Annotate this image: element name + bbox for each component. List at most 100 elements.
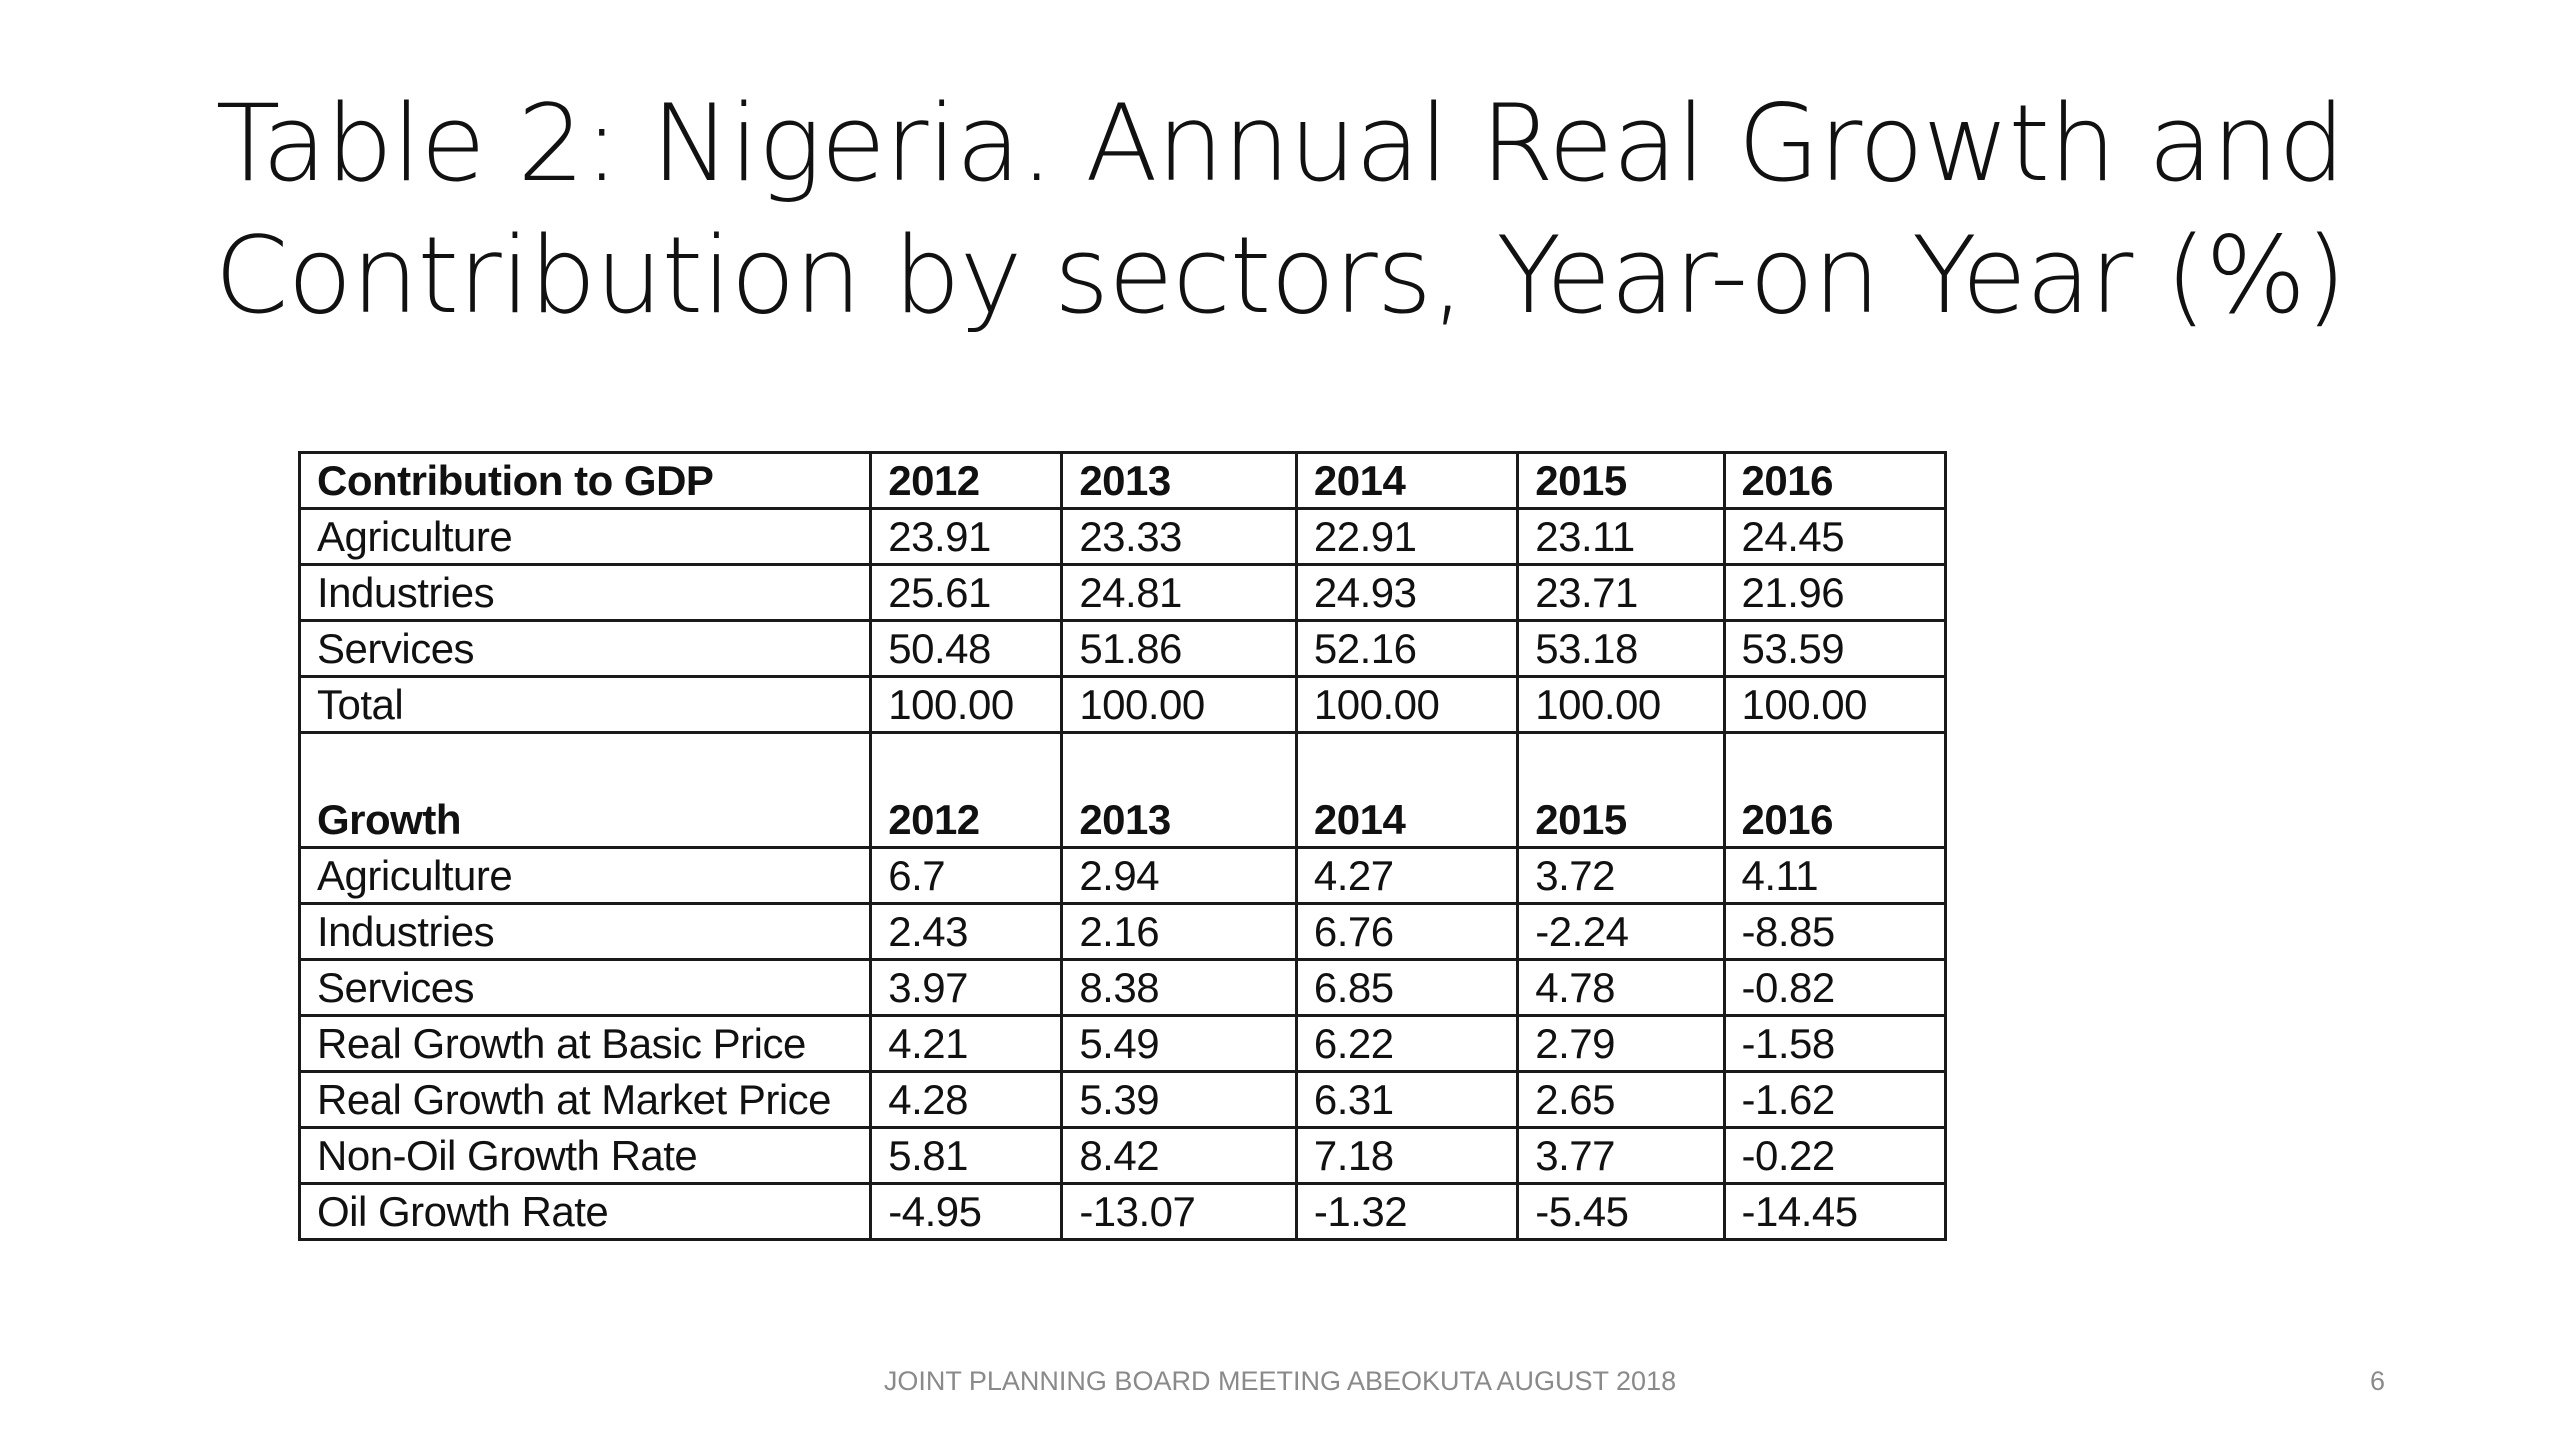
table-cell: 3.97 xyxy=(869,958,1064,1017)
sector-data-table: Contribution to GDP 2012 2013 2014 2015 … xyxy=(297,451,1948,1241)
table-cell: 23.71 xyxy=(1516,563,1726,622)
table-cell: -13.07 xyxy=(1060,1182,1298,1241)
table-cell: 23.11 xyxy=(1516,507,1726,566)
table-row: Real Growth at Basic Price 4.21 5.49 6.2… xyxy=(297,1014,1948,1073)
table-row: Industries 2.43 2.16 6.76 -2.24 -8.85 xyxy=(297,902,1948,961)
table-cell: 25.61 xyxy=(869,563,1064,622)
table-cell: 2.16 xyxy=(1060,902,1298,961)
table-cell: 6.22 xyxy=(1294,1014,1520,1073)
slide-footer: JOINT PLANNING BOARD MEETING ABEOKUTA AU… xyxy=(883,1366,1677,1396)
table-cell: -1.58 xyxy=(1722,1014,1948,1073)
table-cell: -1.62 xyxy=(1722,1070,1948,1129)
table-cell: 8.38 xyxy=(1060,958,1298,1017)
row-label: Industries xyxy=(297,902,873,961)
table-cell: 100.00 xyxy=(1516,675,1726,734)
table-cell: 52.16 xyxy=(1294,619,1520,678)
table-cell: -8.85 xyxy=(1722,902,1948,961)
table-row: Services 3.97 8.38 6.85 4.78 -0.82 xyxy=(297,958,1948,1017)
header-cell: 2016 xyxy=(1722,731,1948,849)
table-cell: 5.49 xyxy=(1060,1014,1298,1073)
table-cell: 24.93 xyxy=(1294,563,1520,622)
table-cell: 100.00 xyxy=(1294,675,1520,734)
table-cell: 53.59 xyxy=(1722,619,1948,678)
header-cell: 2014 xyxy=(1294,451,1520,510)
row-label: Oil Growth Rate xyxy=(297,1182,873,1241)
row-label: Agriculture xyxy=(297,507,873,566)
row-label: Services xyxy=(297,958,873,1017)
table-cell: 2.43 xyxy=(869,902,1064,961)
table-row: Non-Oil Growth Rate 5.81 8.42 7.18 3.77 … xyxy=(297,1126,1948,1185)
table-cell: 6.7 xyxy=(869,846,1064,905)
row-label: Agriculture xyxy=(297,846,873,905)
table-cell: 100.00 xyxy=(1722,675,1948,734)
table-cell: -0.22 xyxy=(1722,1126,1948,1185)
header-cell: 2013 xyxy=(1060,731,1298,849)
page-number: 6 xyxy=(2369,1366,2385,1396)
growth-section: Growth 2012 2013 2014 2015 2016 Agricult… xyxy=(297,731,1948,1241)
table-row: Real Growth at Market Price 4.28 5.39 6.… xyxy=(297,1070,1948,1129)
table-cell: 50.48 xyxy=(869,619,1064,678)
slide-title-line-1: Table 2: Nigeria. Annual Real Growth and xyxy=(215,82,2346,205)
table-cell: 24.45 xyxy=(1722,507,1948,566)
row-label: Real Growth at Market Price xyxy=(297,1070,873,1129)
table-cell: 2.65 xyxy=(1516,1070,1726,1129)
table-cell: 22.91 xyxy=(1294,507,1520,566)
table-cell: 3.77 xyxy=(1516,1126,1726,1185)
header-cell: Growth xyxy=(297,731,873,849)
slide-title: Table 2: Nigeria. Annual Real Growth and… xyxy=(0,78,2560,342)
row-label: Industries xyxy=(297,563,873,622)
table-row: Industries 25.61 24.81 24.93 23.71 21.96 xyxy=(297,563,1948,622)
slide-title-line-2: Contribution by sectors, Year-on Year (%… xyxy=(214,214,2346,337)
header-cell: 2012 xyxy=(869,451,1064,510)
table-cell: 4.11 xyxy=(1722,846,1948,905)
table-cell: 6.85 xyxy=(1294,958,1520,1017)
header-cell: 2015 xyxy=(1516,451,1726,510)
table-cell: 23.91 xyxy=(869,507,1064,566)
header-cell: 2012 xyxy=(869,731,1064,849)
table-cell: 5.81 xyxy=(869,1126,1064,1185)
table-cell: -2.24 xyxy=(1516,902,1726,961)
table-cell: -1.32 xyxy=(1294,1182,1520,1241)
table-cell: 2.94 xyxy=(1060,846,1298,905)
table-cell: 23.33 xyxy=(1060,507,1298,566)
header-cell: 2016 xyxy=(1722,451,1948,510)
table-cell: 4.21 xyxy=(869,1014,1064,1073)
contribution-header-row: Contribution to GDP 2012 2013 2014 2015 … xyxy=(297,451,1948,510)
table-row: Services 50.48 51.86 52.16 53.18 53.59 xyxy=(297,619,1948,678)
header-cell: 2015 xyxy=(1516,731,1726,849)
table-cell: 6.76 xyxy=(1294,902,1520,961)
table-row: Total 100.00 100.00 100.00 100.00 100.00 xyxy=(297,675,1948,734)
table-cell: 8.42 xyxy=(1060,1126,1298,1185)
table-cell: 100.00 xyxy=(1060,675,1298,734)
table-cell: 21.96 xyxy=(1722,563,1948,622)
table-cell: 4.27 xyxy=(1294,846,1520,905)
header-cell: 2014 xyxy=(1294,731,1520,849)
row-label: Total xyxy=(297,675,873,734)
table-cell: -4.95 xyxy=(869,1182,1064,1241)
header-cell: Contribution to GDP xyxy=(297,451,873,510)
growth-header-row: Growth 2012 2013 2014 2015 2016 xyxy=(297,731,1948,849)
table-cell: 53.18 xyxy=(1516,619,1726,678)
table-cell: 4.28 xyxy=(869,1070,1064,1129)
table-row: Oil Growth Rate -4.95 -13.07 -1.32 -5.45… xyxy=(297,1182,1948,1241)
table-cell: 3.72 xyxy=(1516,846,1726,905)
table-cell: 6.31 xyxy=(1294,1070,1520,1129)
row-label: Services xyxy=(297,619,873,678)
table-cell: 5.39 xyxy=(1060,1070,1298,1129)
table-cell: 51.86 xyxy=(1060,619,1298,678)
row-label: Non-Oil Growth Rate xyxy=(297,1126,873,1185)
row-label: Real Growth at Basic Price xyxy=(297,1014,873,1073)
table-cell: 100.00 xyxy=(869,675,1064,734)
table-row: Agriculture 23.91 23.33 22.91 23.11 24.4… xyxy=(297,507,1948,566)
table-cell: 4.78 xyxy=(1516,958,1726,1017)
table-cell: 7.18 xyxy=(1294,1126,1520,1185)
table-row: Agriculture 6.7 2.94 4.27 3.72 4.11 xyxy=(297,846,1948,905)
header-cell: 2013 xyxy=(1060,451,1298,510)
table-cell: 2.79 xyxy=(1516,1014,1726,1073)
table-cell: -5.45 xyxy=(1516,1182,1726,1241)
table-cell: -14.45 xyxy=(1722,1182,1948,1241)
contribution-section: Contribution to GDP 2012 2013 2014 2015 … xyxy=(297,451,1948,734)
table-cell: 24.81 xyxy=(1060,563,1298,622)
table-cell: -0.82 xyxy=(1722,958,1948,1017)
